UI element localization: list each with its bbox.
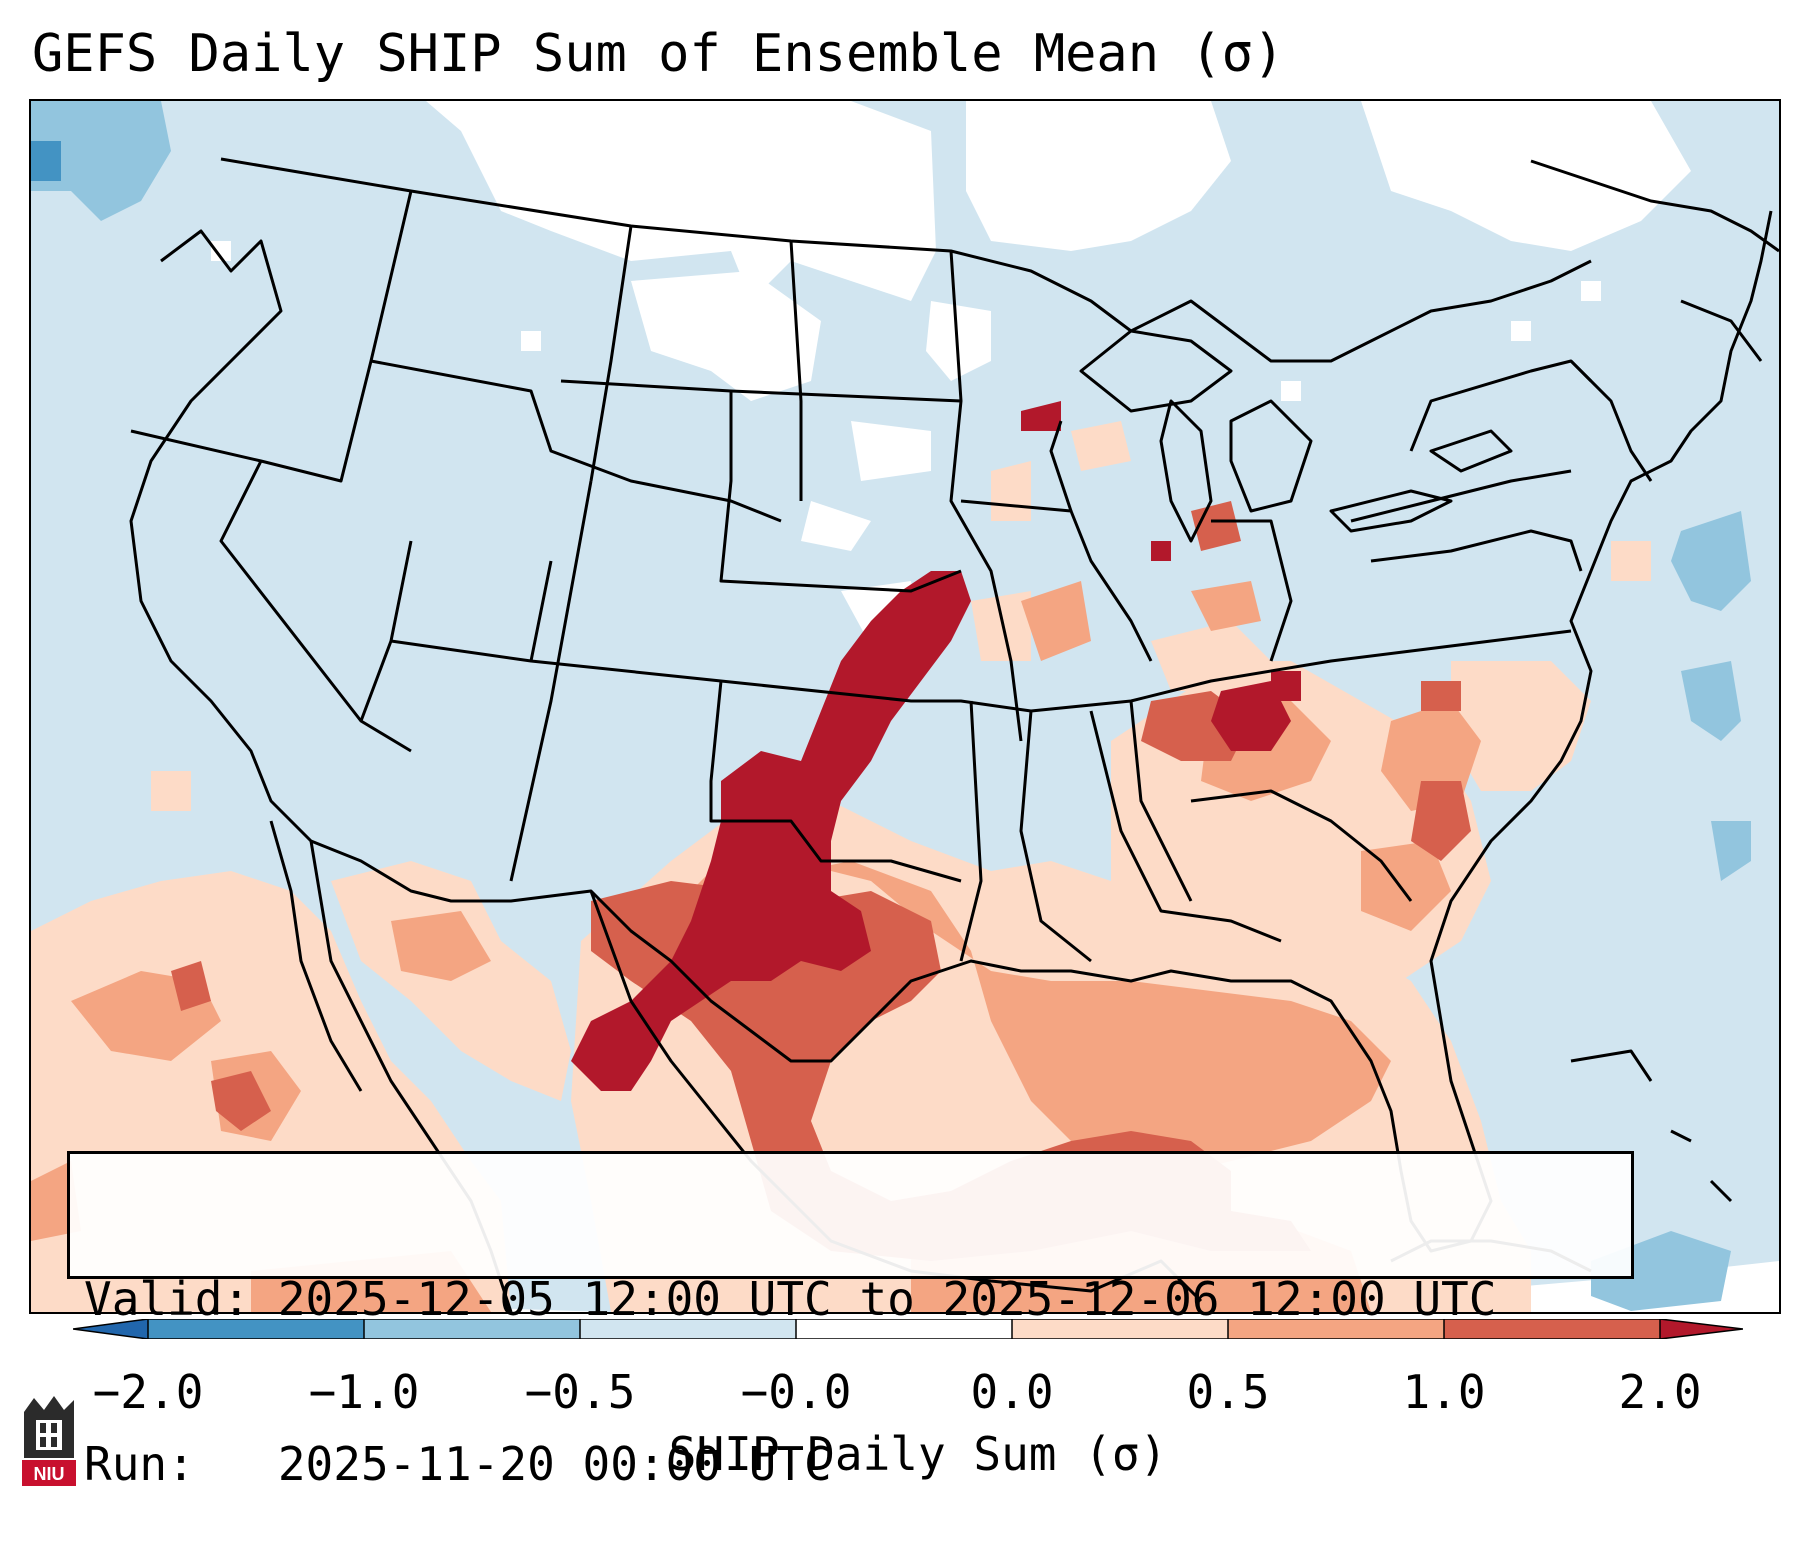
negative-regions [31,101,1751,1311]
colorbar-extend-max [1660,1319,1743,1339]
colorbar-segment [580,1319,796,1339]
colorbar-tick-label: 2.0 [1618,1365,1702,1419]
colorbar-tick-label: −0.5 [524,1365,636,1419]
colorbar-tick-label: −1.0 [308,1365,420,1419]
colorbar-dividers [147,1319,1661,1339]
colorbar-tick-label: −0.0 [740,1365,852,1419]
colorbar-segment [1012,1319,1228,1339]
colorbar-extend-min [73,1319,148,1339]
svg-text:NIU: NIU [34,1464,65,1484]
valid-time-text: Valid: 2025-12-05 12:00 UTC to 2025-12-0… [84,1272,1497,1326]
colorbar-tick-label: −2.0 [92,1365,204,1419]
colorbar-segment [1444,1319,1660,1339]
validity-info-box: Valid: 2025-12-05 12:00 UTC to 2025-12-0… [67,1151,1634,1491]
map-title: GEFS Daily SHIP Sum of Ensemble Mean (σ) [32,24,1285,84]
colorbar-title: SHIP Daily Sum (σ) [668,1427,1168,1481]
colorbar-segment [364,1319,580,1339]
colorbar-tick-label: 0.0 [970,1365,1054,1419]
colorbar [73,1319,1743,1339]
ship-field-map [31,101,1779,1312]
colorbar-segment [1228,1319,1444,1339]
colorbar-tick-label: 1.0 [1402,1365,1486,1419]
niu-logo-icon: NIU [22,1396,76,1486]
colorbar-segment [796,1319,1012,1339]
colorbar-tick-label: 0.5 [1186,1365,1270,1419]
colorbar-segment [148,1319,364,1339]
run-time-text: Run: 2025-11-20 00:00 UTC [84,1437,832,1491]
map-panel [29,99,1781,1314]
strong-negative-regions [31,141,61,181]
